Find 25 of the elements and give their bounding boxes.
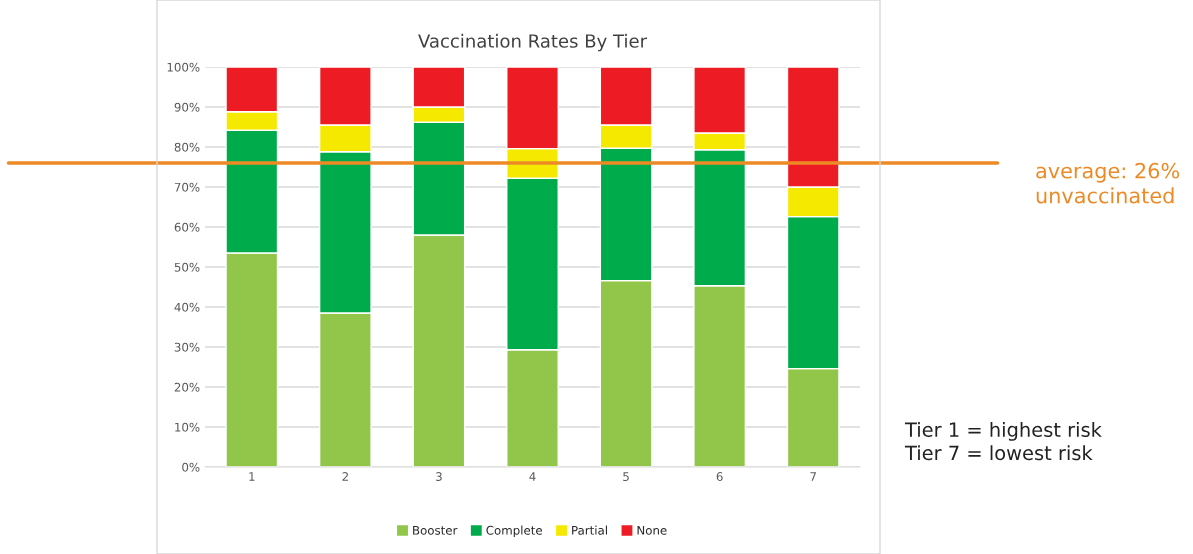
y-tick-label: 40% — [174, 302, 200, 312]
legend-label: Booster — [413, 525, 458, 535]
y-tick-label: 100% — [167, 62, 200, 72]
y-tick-label: 30% — [174, 342, 200, 352]
x-tick-label: 3 — [436, 472, 442, 481]
y-tick-label: 50% — [174, 262, 200, 272]
y-tick-label: 70% — [174, 182, 200, 192]
legend-label: Partial — [572, 525, 607, 535]
y-tick-label: 0% — [182, 462, 200, 472]
legend-label: None — [637, 525, 667, 535]
y-tick-label: 20% — [174, 382, 200, 392]
y-tick-label: 80% — [174, 142, 200, 152]
text: average: 26% unvaccinated — [1036, 162, 1180, 204]
y-tick-label: 10% — [175, 422, 200, 432]
x-tick-label: 2 — [342, 472, 348, 481]
x-tick-label: 4 — [529, 472, 536, 481]
text: Tier 1 = highest risk Tier 7 = lowest risk — [904, 421, 1102, 461]
y-tick-label: 90% — [174, 102, 200, 112]
x-tick-label: 5 — [623, 472, 629, 481]
x-tick-label: 6 — [716, 472, 723, 481]
x-tick-label: 7 — [810, 472, 816, 481]
chart-title: Vaccination Rates By Tier — [418, 33, 648, 52]
y-tick-label: 60% — [174, 222, 200, 232]
x-tick-label: 1 — [249, 472, 255, 481]
legend-label: Complete — [486, 525, 543, 538]
